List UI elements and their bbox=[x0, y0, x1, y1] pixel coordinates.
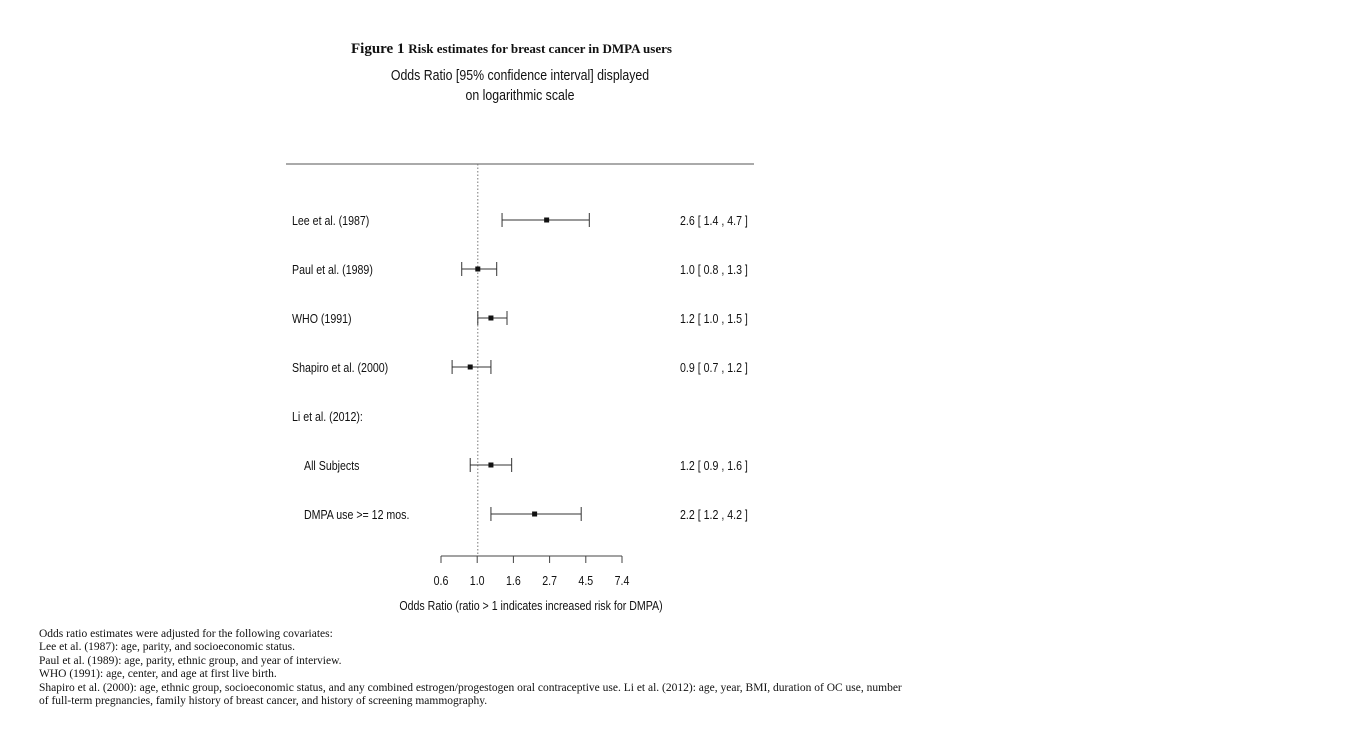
chart-subtitle: Odds Ratio [95% confidence interval] dis… bbox=[333, 66, 707, 106]
point-estimate bbox=[488, 462, 494, 468]
note-line: Paul et al. (1989): age, parity, ethnic … bbox=[39, 654, 342, 667]
x-axis-label: Odds Ratio (ratio > 1 indicates increase… bbox=[399, 599, 662, 613]
estimate-text: 1.2 [ 1.0 , 1.5 ] bbox=[680, 312, 748, 326]
note-line: of full-term pregnancies, family history… bbox=[39, 695, 488, 708]
figure-title-text: Risk estimates for breast cancer in DMPA… bbox=[408, 41, 672, 56]
point-estimate bbox=[475, 266, 481, 272]
x-tick-label: 7.4 bbox=[615, 574, 630, 588]
x-tick-label: 2.7 bbox=[542, 574, 557, 588]
estimate-text: 1.0 [ 0.8 , 1.3 ] bbox=[680, 263, 748, 277]
x-tick-label: 1.6 bbox=[506, 574, 521, 588]
note-line: Shapiro et al. (2000): age, ethnic group… bbox=[39, 681, 902, 694]
point-estimate bbox=[467, 364, 473, 370]
row-label: Shapiro et al. (2000) bbox=[292, 361, 388, 375]
row-label: Paul et al. (1989) bbox=[292, 263, 373, 277]
x-tick-label: 4.5 bbox=[578, 574, 593, 588]
x-tick-label: 0.6 bbox=[434, 574, 449, 588]
note-line: WHO (1991): age, center, and age at firs… bbox=[39, 668, 277, 681]
x-tick-label: 1.0 bbox=[470, 574, 485, 588]
figure-number: Figure 1 bbox=[351, 41, 405, 57]
row-label: Li et al. (2012): bbox=[292, 410, 363, 424]
estimate-text: 0.9 [ 0.7 , 1.2 ] bbox=[680, 361, 748, 375]
estimate-text: 2.2 [ 1.2 , 4.2 ] bbox=[680, 508, 748, 522]
note-line: Lee et al. (1987): age, parity, and soci… bbox=[39, 641, 295, 654]
estimate-text: 1.2 [ 0.9 , 1.6 ] bbox=[680, 459, 748, 473]
row-label: DMPA use >= 12 mos. bbox=[304, 508, 409, 522]
estimate-text: 2.6 [ 1.4 , 4.7 ] bbox=[680, 214, 748, 228]
subtitle-line-1: Odds Ratio [95% confidence interval] dis… bbox=[390, 68, 650, 84]
subtitle-line-2: on logarithmic scale bbox=[465, 88, 575, 104]
row-label: All Subjects bbox=[304, 459, 360, 473]
note-line: Odds ratio estimates were adjusted for t… bbox=[39, 628, 333, 640]
row-label: WHO (1991) bbox=[292, 312, 352, 326]
point-estimate bbox=[532, 511, 538, 517]
figure-title: Figure 1 Risk estimates for breast cance… bbox=[351, 41, 672, 58]
point-estimate bbox=[488, 315, 494, 321]
point-estimate bbox=[544, 217, 550, 223]
covariate-notes: Odds ratio estimates were adjusted for t… bbox=[39, 628, 1039, 708]
row-label: Lee et al. (1987) bbox=[292, 214, 369, 228]
